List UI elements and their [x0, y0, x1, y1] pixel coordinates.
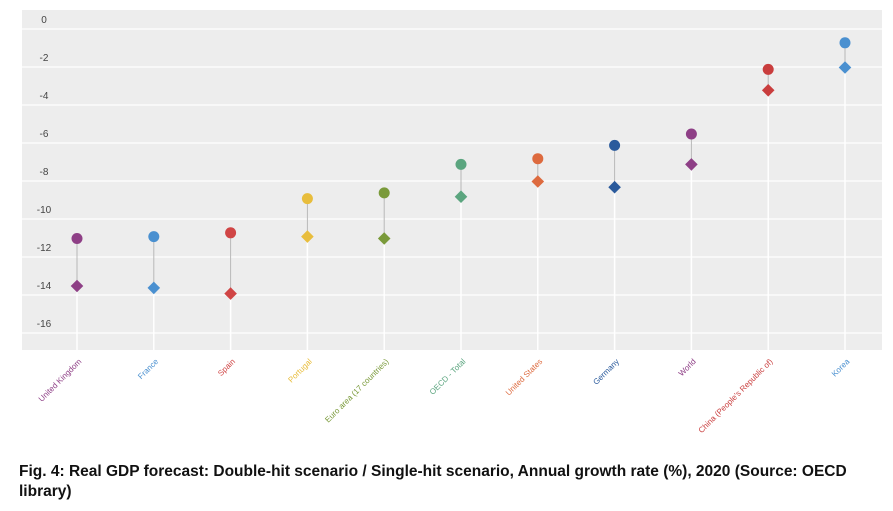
y-tick-label: -8 [40, 167, 49, 178]
y-tick-label: -16 [37, 319, 52, 330]
figure-caption: Fig. 4: Real GDP forecast: Double-hit sc… [19, 463, 847, 500]
single-hit-point [685, 128, 697, 140]
y-tick-label: -6 [40, 129, 49, 140]
single-hit-point [762, 63, 774, 75]
y-tick-label: -2 [40, 53, 49, 64]
x-category-label: World [677, 357, 698, 378]
x-category-label: France [136, 357, 160, 381]
double-hit-point [377, 232, 391, 245]
double-hit-point [531, 175, 545, 188]
single-hit-point [148, 231, 160, 243]
y-axis-tick-labels: 0 -2 -4 -6 -8 -10 -12 -14 -16 [37, 15, 52, 330]
double-hit-point [454, 190, 468, 203]
double-hit-point [608, 180, 621, 194]
y-tick-label: -12 [37, 243, 52, 254]
y-tick-label: -14 [37, 281, 52, 292]
double-hit-point [147, 281, 161, 295]
y-tick-label: -10 [37, 205, 52, 216]
double-hit-point [224, 287, 237, 300]
x-category-label: United States [504, 357, 544, 397]
gridlines [22, 28, 882, 334]
x-category-label: China (People's Republic of) [697, 357, 775, 435]
double-hit-point [70, 279, 84, 293]
x-category-label: Germany [591, 357, 621, 387]
x-category-label: Euro area (17 countries) [323, 357, 391, 425]
single-hit-point [225, 227, 237, 239]
x-category-label: OECD - Total [428, 357, 468, 397]
single-hit-point [839, 37, 851, 49]
y-tick-label: 0 [41, 15, 47, 26]
single-hit-point [609, 139, 621, 151]
x-axis-category-labels: United Kingdom France Spain Portugal Euro ar… [37, 357, 852, 435]
plot-background [22, 10, 882, 350]
y-tick-label: -4 [40, 91, 49, 102]
stems [76, 67, 846, 350]
x-category-label: United Kingdom [37, 357, 84, 404]
markers [70, 37, 852, 300]
double-hit-point [301, 230, 314, 243]
single-hit-point [71, 233, 83, 244]
single-hit-point [455, 158, 467, 170]
single-hit-point [532, 153, 544, 165]
x-category-label: Portugal [286, 357, 314, 385]
single-hit-point [378, 187, 390, 199]
double-hit-point [838, 61, 852, 74]
x-category-label: Spain [216, 357, 237, 378]
double-hit-point [685, 158, 698, 171]
single-hit-point [301, 193, 313, 205]
x-category-label: Korea [830, 357, 852, 379]
double-hit-point [761, 84, 775, 97]
